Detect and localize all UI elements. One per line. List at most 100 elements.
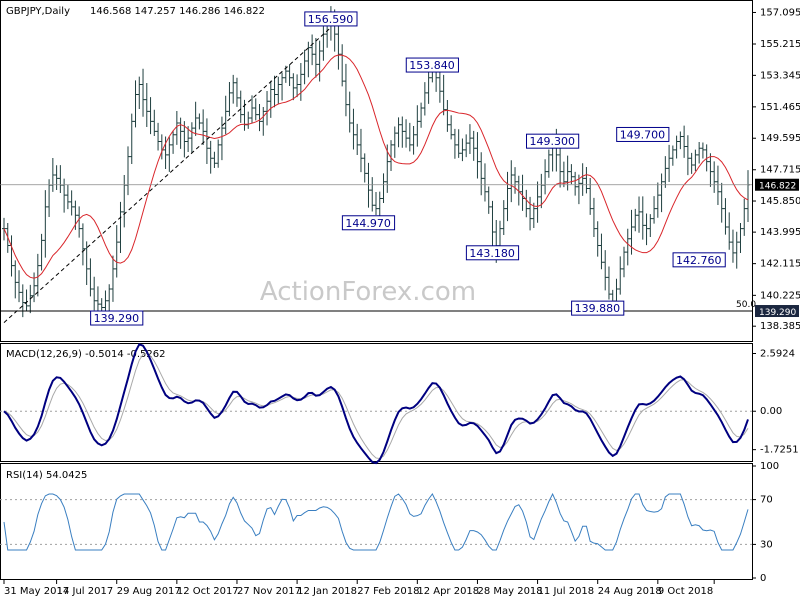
price-bar <box>340 44 345 87</box>
price-bar <box>246 111 251 129</box>
price-bar <box>693 149 698 172</box>
price-bar <box>746 170 750 223</box>
price-bar <box>712 161 717 193</box>
annotation-label: 149.300 <box>530 135 576 148</box>
price-bar <box>569 164 574 185</box>
price-bar <box>479 152 484 196</box>
price-bar <box>599 233 604 270</box>
price-bar <box>47 179 52 218</box>
price-bar <box>129 113 134 164</box>
price-bar <box>584 166 589 194</box>
annotation-label: 149.700 <box>620 128 666 141</box>
price-bar <box>310 34 315 66</box>
price-bar <box>374 191 378 216</box>
price-bar <box>528 196 533 231</box>
price-bar <box>381 173 386 203</box>
price-pane-frame <box>0 0 753 342</box>
price-bar <box>122 175 127 228</box>
price-bar <box>13 260 18 299</box>
annotation-label: 144.970 <box>345 217 391 230</box>
x-tick-label: 12 Oct 2017 <box>177 586 239 597</box>
annotation-box <box>616 126 670 142</box>
ohlc-label: 146.568 147.257 146.286 146.822 <box>90 6 265 17</box>
price-bar <box>392 126 397 158</box>
price-bar <box>509 160 514 203</box>
price-bar <box>280 72 285 101</box>
price-bar <box>291 73 296 101</box>
price-bar <box>302 49 307 85</box>
price-bar <box>178 117 183 149</box>
price-bar <box>727 212 732 250</box>
price-bar <box>65 184 70 210</box>
price-bar <box>618 256 623 295</box>
price-bar <box>17 270 22 303</box>
price-bar <box>734 231 739 269</box>
price-bar <box>573 171 578 196</box>
price-bar <box>253 98 258 121</box>
annotation-box <box>571 300 625 316</box>
price-bar <box>400 116 405 148</box>
annotation-box <box>672 252 726 268</box>
annotation-box <box>405 57 459 73</box>
price-marker-box <box>755 178 799 191</box>
price-y-tick-label: 143.995 <box>760 227 800 238</box>
price-bar <box>257 104 262 132</box>
x-tick-label: 31 May 2017 <box>4 586 69 597</box>
price-bar <box>723 198 728 235</box>
price-bar <box>719 182 724 223</box>
price-bar <box>655 182 660 218</box>
price-bar <box>103 290 108 313</box>
price-bar <box>171 130 176 154</box>
rsi-line <box>3 492 749 551</box>
price-bar <box>715 165 720 206</box>
price-y-tick-label: 145.850 <box>760 196 800 207</box>
price-bar <box>452 128 457 159</box>
price-bar <box>114 225 119 278</box>
price-bar <box>298 62 303 101</box>
price-bar <box>306 41 311 78</box>
price-bar <box>272 75 277 108</box>
price-bar <box>141 68 146 117</box>
price-bar <box>201 109 206 145</box>
price-bar <box>137 76 142 110</box>
macd-label: MACD(12,26,9) -0.5014 -0.5262 <box>6 349 166 360</box>
annotation-box <box>341 215 396 231</box>
price-bar <box>407 122 412 152</box>
price-bar <box>464 134 469 158</box>
price-bar <box>317 40 322 82</box>
price-bar <box>163 136 168 169</box>
price-bar <box>355 123 360 155</box>
price-y-tick-label: 153.345 <box>760 70 800 81</box>
price-bar <box>708 153 713 187</box>
price-bar <box>637 196 642 233</box>
price-bar <box>674 135 679 159</box>
x-tick-label: 14 Jul 2017 <box>57 586 114 597</box>
price-bar <box>347 91 352 133</box>
price-bar <box>539 173 544 209</box>
price-bar <box>148 97 153 135</box>
price-marker-label: 146.822 <box>759 182 796 192</box>
price-bar <box>558 144 563 188</box>
price-bar <box>622 246 626 278</box>
price-bar <box>313 37 318 78</box>
price-bar <box>648 214 653 238</box>
price-bar <box>738 223 743 253</box>
price-bar <box>261 107 266 136</box>
x-tick-label: 27 Feb 2018 <box>357 586 419 597</box>
price-bar <box>69 190 74 216</box>
macd-y-tick-label: 2.5924 <box>760 349 795 360</box>
price-bar <box>490 200 495 246</box>
price-bar <box>471 130 476 161</box>
annotation-box <box>304 11 358 27</box>
price-bar <box>39 233 44 271</box>
price-bar <box>204 118 209 165</box>
annotation-label: 139.880 <box>575 302 621 315</box>
price-y-tick-label: 140.225 <box>760 290 800 301</box>
price-bar <box>565 155 570 191</box>
macd-main-line <box>3 343 749 465</box>
price-bar <box>362 153 367 183</box>
price-bar <box>505 171 510 222</box>
price-bar <box>110 255 115 302</box>
price-bar <box>531 202 536 229</box>
